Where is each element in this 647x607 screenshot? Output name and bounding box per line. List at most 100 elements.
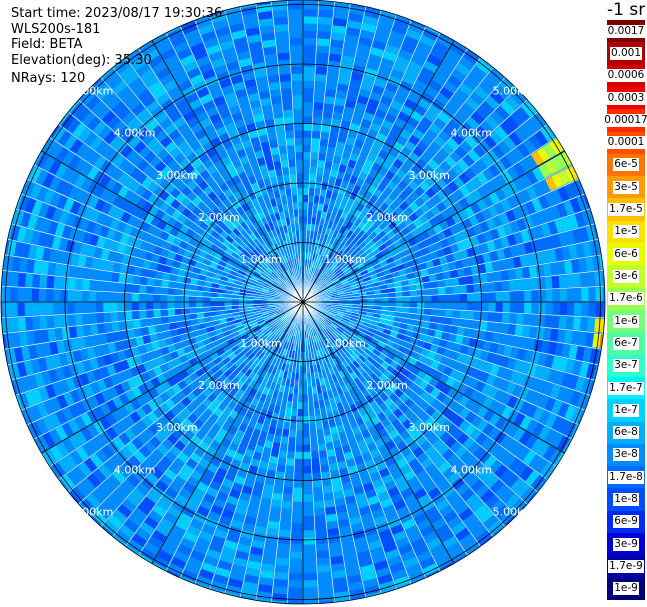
range-bin — [123, 460, 136, 474]
range-bin — [264, 395, 272, 404]
range-bin — [262, 346, 270, 354]
range-bin — [430, 388, 441, 399]
range-bin — [378, 352, 387, 361]
range-bin — [319, 273, 326, 280]
range-bin — [167, 506, 181, 518]
range-bin — [495, 174, 507, 188]
range-bin — [416, 452, 429, 464]
range-bin — [319, 283, 326, 289]
range-bin — [414, 386, 424, 396]
range-bin — [231, 385, 240, 395]
range-bin — [203, 307, 211, 313]
range-bin — [374, 330, 383, 337]
range-bin — [447, 388, 458, 399]
range-bin — [261, 424, 270, 433]
range-bin — [309, 343, 314, 352]
range-bin — [544, 429, 558, 444]
range-bin — [341, 210, 349, 220]
range-bin — [147, 399, 159, 411]
range-bin — [288, 386, 294, 395]
range-bin — [288, 580, 303, 588]
range-bin — [263, 314, 271, 320]
range-bin — [372, 84, 385, 96]
range-bin — [242, 347, 250, 355]
range-bin — [317, 317, 324, 324]
range-bin — [316, 364, 322, 372]
range-bin — [503, 345, 513, 357]
range-bin — [345, 338, 353, 345]
range-bin — [319, 457, 329, 466]
range-bin — [179, 435, 191, 446]
range-bin — [432, 438, 444, 451]
range-bin — [237, 328, 246, 335]
range-bin — [442, 485, 456, 498]
range-bin — [293, 487, 303, 495]
range-bin — [380, 497, 393, 509]
range-bin — [60, 277, 69, 289]
range-bin — [314, 342, 319, 351]
range-bin — [287, 312, 294, 318]
range-bin — [288, 350, 293, 358]
range-bin — [323, 427, 331, 436]
range-bin — [253, 327, 261, 333]
range-bin — [276, 321, 283, 328]
range-bin — [372, 40, 387, 51]
range-bin — [358, 407, 367, 417]
range-bin — [295, 451, 303, 460]
range-bin — [454, 146, 467, 159]
range-bin — [512, 256, 522, 268]
range-bin — [313, 246, 318, 254]
range-bin — [276, 464, 286, 473]
range-bin — [146, 277, 155, 286]
range-bin — [184, 429, 195, 441]
range-bin — [311, 321, 316, 329]
range-bin — [199, 499, 213, 511]
range-bin — [272, 492, 283, 501]
range-bin — [82, 313, 90, 325]
range-bin — [496, 366, 507, 379]
range-bin — [196, 307, 204, 313]
range-bin — [463, 51, 479, 65]
range-bin — [337, 511, 349, 521]
range-bin — [340, 244, 348, 252]
range-bin — [365, 367, 374, 377]
range-bin — [225, 471, 236, 482]
range-bin — [322, 322, 329, 329]
range-bin — [568, 214, 579, 230]
range-bin — [370, 204, 380, 213]
range-bin — [369, 255, 378, 263]
range-bin — [274, 383, 281, 392]
range-bin — [521, 266, 531, 279]
range-bin — [248, 553, 262, 563]
range-bin — [464, 167, 476, 180]
ray-separator — [165, 301, 304, 572]
range-bin — [244, 349, 253, 358]
range-bin — [320, 406, 327, 415]
range-bin — [398, 328, 407, 335]
range-bin — [323, 234, 329, 242]
range-bin — [374, 302, 382, 306]
range-bin — [332, 111, 343, 121]
range-bin — [404, 452, 416, 464]
range-bin — [473, 283, 482, 293]
ray-separator — [302, 111, 538, 303]
range-bin — [495, 188, 507, 201]
range-bin — [206, 548, 221, 560]
range-bin — [373, 290, 382, 295]
range-bin — [534, 365, 545, 379]
range-bin — [572, 360, 583, 376]
range-bin — [441, 209, 452, 220]
range-bin — [260, 570, 274, 579]
range-bin — [568, 345, 578, 360]
range-bin — [219, 484, 231, 496]
range-bin — [287, 320, 293, 327]
range-bin — [282, 392, 289, 401]
range-bin — [297, 401, 303, 410]
range-bin — [345, 306, 353, 310]
range-bin — [263, 483, 274, 493]
range-bin — [275, 308, 283, 313]
range-bin — [168, 315, 176, 323]
range-bin — [290, 422, 297, 431]
range-bin — [346, 249, 354, 257]
range-bin — [418, 262, 427, 271]
